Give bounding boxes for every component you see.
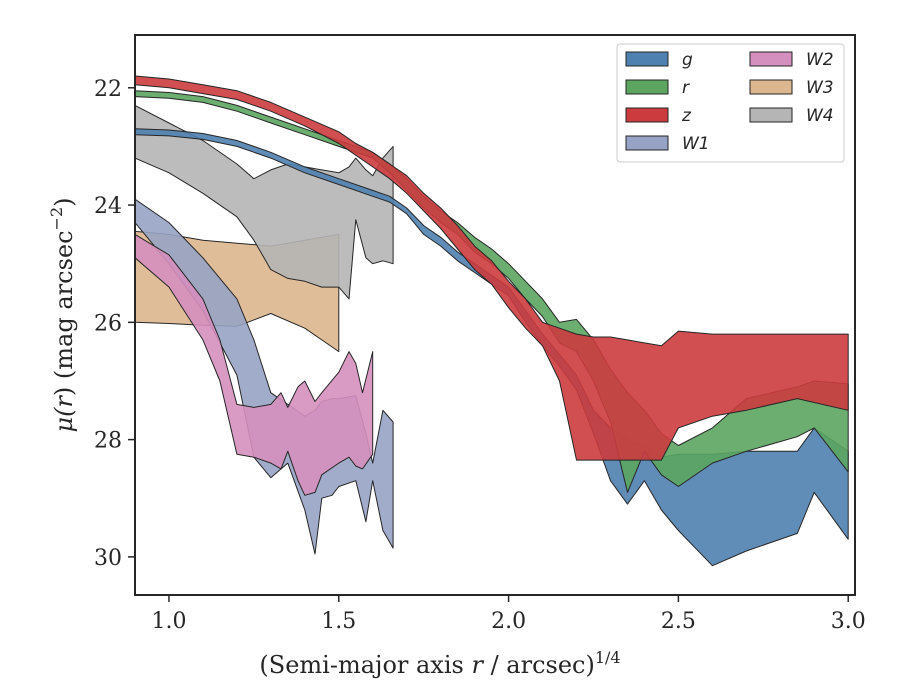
x-tick-label: 3.0 [831, 609, 866, 634]
y-axis: 22 24 26 28 30 [94, 77, 135, 571]
legend-box [616, 43, 845, 163]
legend-swatch-z [625, 107, 669, 123]
x-axis: 1.0 1.5 2.0 2.5 3.0 [151, 595, 866, 634]
band-w4 [135, 104, 394, 300]
x-tick-label: 2.5 [661, 609, 696, 634]
legend-label-r: r [682, 78, 690, 98]
y-tick-label: 28 [94, 429, 122, 454]
plot-frame [134, 34, 856, 596]
legend-swatch-w3 [749, 79, 793, 95]
legend-swatch-w1 [625, 135, 669, 151]
y-tick-label: 22 [94, 77, 122, 102]
legend-label-w3: W3 [806, 78, 834, 98]
x-tick-label: 1.5 [321, 609, 356, 634]
data-bands [135, 75, 849, 567]
legend-swatch-w2 [749, 51, 793, 67]
y-tick-label: 30 [94, 546, 122, 571]
legend: grz W1 W2 W3 W4 [616, 43, 845, 163]
legend-swatch-w4 [749, 107, 793, 123]
legend-label-w2: W2 [806, 50, 834, 70]
band-z [135, 75, 849, 461]
legend-label-w4: W4 [806, 106, 834, 126]
legend-swatch-g [625, 51, 669, 67]
legend-label-g: g [682, 50, 693, 70]
x-tick-label: 1.0 [151, 609, 186, 634]
y-tick-label: 26 [94, 311, 122, 336]
band-w2 [135, 233, 374, 496]
legend-swatch-r [625, 79, 669, 95]
legend-label-w1: W1 [682, 134, 710, 154]
y-tick-label: 24 [94, 194, 122, 219]
x-tick-label: 2.0 [491, 609, 526, 634]
x-axis-label: (Semi-major axis r / arcsec)1/4 [259, 648, 620, 679]
y-axis-label: μ(r) (mag arcsec−2) [47, 197, 78, 432]
legend-label-z: z [681, 106, 692, 126]
